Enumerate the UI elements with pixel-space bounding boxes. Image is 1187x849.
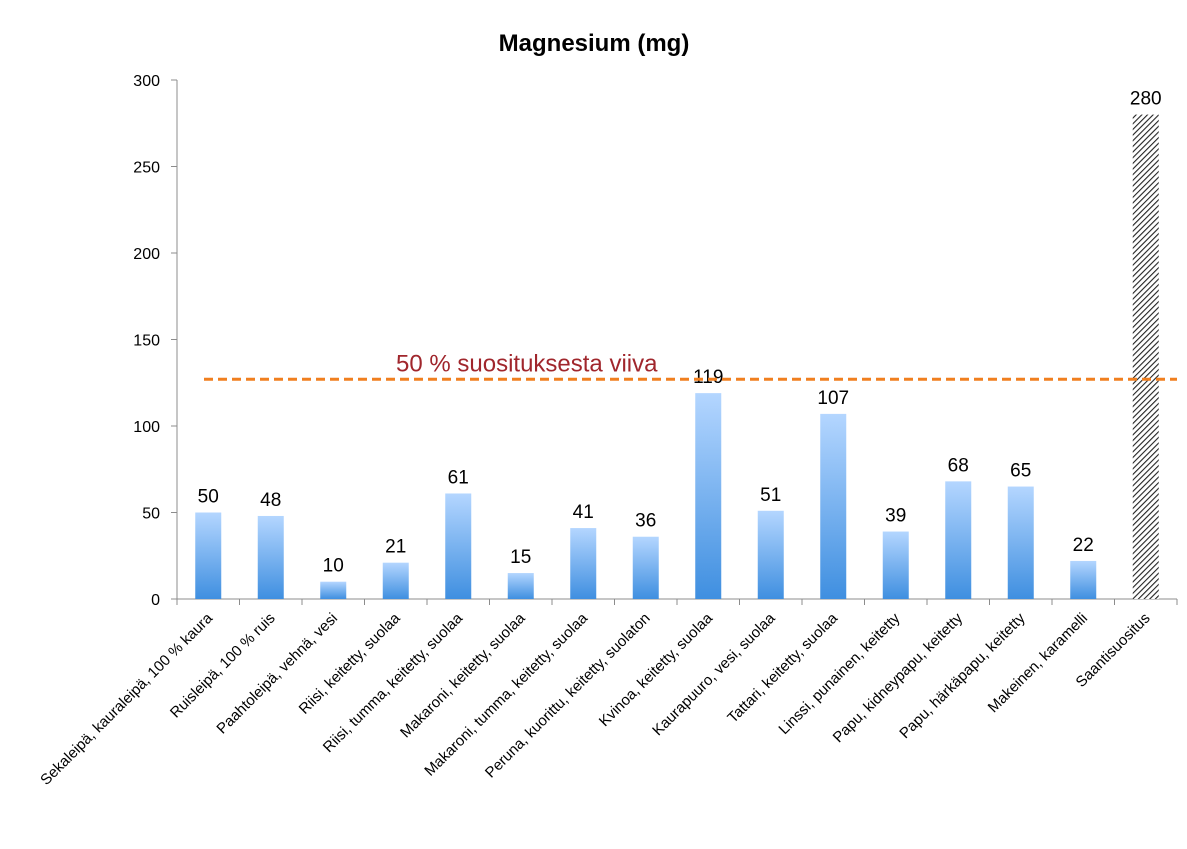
y-tick-label: 200 [133, 246, 160, 263]
y-tick-label: 50 [142, 506, 160, 523]
data-label: 22 [1073, 535, 1094, 556]
data-label: 10 [323, 556, 344, 577]
data-labels: 50 48 10 21 61 15 41 36 119 51 107 39 68 65 22 280 [198, 89, 1162, 577]
bar [382, 562, 409, 599]
bar [882, 531, 909, 599]
category-label: Linssi, punainen, keitetty [775, 609, 904, 738]
data-label: 48 [260, 490, 281, 511]
data-label: 107 [817, 388, 849, 409]
data-label: 21 [385, 537, 406, 558]
bar [1132, 114, 1159, 599]
category-label: Makaroni, keitetty, suolaa [397, 609, 529, 741]
bar-series [195, 114, 1159, 599]
data-label: 280 [1130, 89, 1162, 110]
bar [632, 536, 659, 599]
bar [1070, 560, 1097, 599]
bar [945, 481, 972, 599]
data-label: 61 [448, 467, 469, 488]
reference-line-group: 50 % suosituksesta viiva [204, 350, 1177, 381]
y-tick-label: 300 [133, 73, 160, 90]
category-label: Papu, kidneypapu, keitetty [830, 609, 967, 746]
y-axis: 0 50 100 150 200 250 300 [133, 73, 178, 609]
bar [445, 493, 472, 599]
bar [570, 528, 597, 599]
category-label: Kvinoa, keitetty, suolaa [596, 609, 717, 730]
category-label: Kaurapuuro, vesi, suolaa [649, 609, 779, 739]
y-tick-label: 100 [133, 419, 160, 436]
data-label: 41 [573, 502, 594, 523]
bar [257, 515, 284, 599]
category-label: Ruisleipä, 100 % ruis [167, 610, 279, 722]
category-label: Papu, härkäpapu, keitetty [896, 609, 1029, 742]
bar [507, 573, 534, 599]
data-label: 50 [198, 487, 219, 508]
bar [320, 581, 347, 599]
bar [695, 393, 722, 599]
chart-title: Magnesium (mg) [499, 30, 690, 57]
category-label: Tattari, keitetty, suolaa [724, 609, 841, 726]
y-tick-label: 150 [133, 333, 160, 350]
x-axis [176, 598, 1178, 605]
data-label: 65 [1010, 461, 1031, 482]
data-label: 51 [760, 485, 781, 506]
data-label: 119 [693, 367, 723, 388]
y-tick-label: 250 [133, 160, 160, 177]
data-label: 68 [948, 455, 969, 476]
data-label: 39 [885, 506, 906, 527]
category-labels: Sekaleipä, kauraleipä, 100 % kauraRuisle… [37, 609, 1153, 788]
category-label: Paahtoleipä, vehnä, vesi [213, 610, 341, 738]
bar [820, 413, 847, 599]
y-tick-label: 0 [151, 592, 160, 609]
bar [195, 512, 222, 599]
data-label: 36 [635, 511, 656, 532]
bar [1007, 486, 1034, 599]
bar [757, 510, 784, 599]
reference-line-label: 50 % suosituksesta viiva [396, 350, 658, 377]
data-label: 15 [510, 547, 531, 568]
